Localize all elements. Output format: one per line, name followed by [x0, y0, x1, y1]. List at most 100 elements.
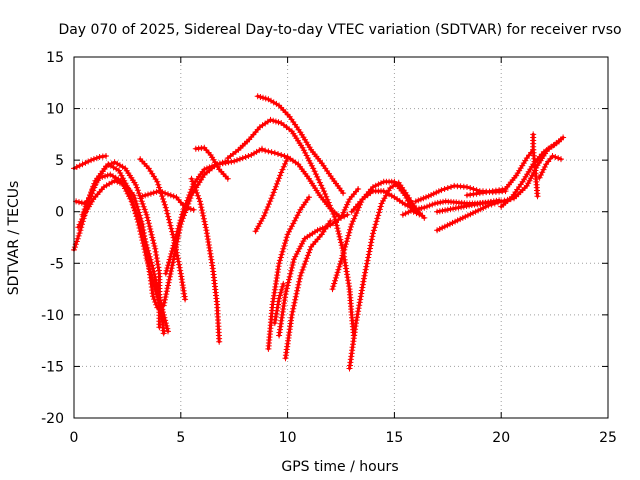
plus-marker — [197, 198, 203, 205]
plus-marker — [191, 184, 198, 191]
plus-marker — [79, 161, 86, 168]
plus-marker — [86, 194, 92, 201]
plus-marker — [245, 153, 252, 159]
plus-marker — [181, 212, 187, 219]
plus-marker — [290, 302, 297, 309]
plus-marker — [399, 211, 406, 218]
plus-marker — [363, 263, 370, 270]
plus-marker — [77, 218, 84, 225]
plus-marker — [147, 228, 154, 235]
plus-marker — [286, 273, 293, 280]
plus-marker — [174, 238, 181, 245]
plus-marker — [259, 146, 265, 153]
plus-marker — [338, 258, 344, 265]
plus-marker — [302, 258, 309, 265]
plus-marker — [75, 224, 82, 231]
plus-marker — [231, 158, 238, 165]
series-s25 — [434, 199, 494, 215]
plus-marker — [134, 187, 141, 194]
plus-marker — [375, 212, 382, 219]
y-tick-label: -15 — [41, 359, 64, 375]
plus-marker — [322, 191, 329, 197]
plus-marker — [291, 217, 298, 224]
plus-marker — [236, 156, 243, 163]
plus-marker — [296, 275, 303, 282]
plus-marker — [304, 155, 311, 162]
plus-marker — [145, 217, 151, 224]
plus-marker — [142, 192, 149, 199]
plus-marker — [133, 213, 140, 220]
plus-marker — [365, 254, 372, 261]
plus-marker — [83, 200, 90, 207]
plus-marker — [488, 201, 495, 208]
plus-marker — [407, 204, 414, 211]
plus-marker — [252, 228, 259, 235]
plus-marker — [457, 216, 464, 223]
plus-marker — [172, 244, 179, 251]
plus-marker — [268, 195, 275, 202]
plus-marker — [285, 279, 292, 286]
plus-marker — [372, 221, 379, 228]
plus-marker — [308, 162, 315, 169]
plus-marker — [345, 199, 352, 205]
plus-marker — [536, 174, 543, 181]
plus-marker — [286, 276, 292, 283]
plus-marker — [93, 155, 100, 162]
plus-marker — [482, 203, 489, 210]
series-s13 — [254, 93, 347, 197]
plus-marker — [279, 283, 286, 290]
plus-marker — [200, 212, 207, 219]
plus-marker — [177, 224, 184, 230]
plus-marker — [169, 259, 176, 266]
plus-marker — [280, 280, 287, 287]
plus-marker — [278, 251, 285, 258]
plus-marker — [125, 185, 132, 192]
plus-marker — [402, 210, 409, 217]
plus-marker — [173, 241, 180, 248]
plus-marker — [368, 236, 375, 243]
plus-marker — [193, 189, 200, 196]
plus-marker — [444, 206, 451, 213]
plus-marker — [334, 225, 341, 232]
plus-marker — [327, 218, 334, 224]
plus-marker — [372, 182, 379, 189]
plus-marker — [485, 202, 492, 209]
x-tick-label: 0 — [70, 430, 79, 446]
plus-marker — [496, 187, 503, 194]
plus-marker — [147, 190, 154, 197]
plus-marker — [139, 200, 146, 207]
plus-marker — [130, 202, 137, 209]
series-s15 — [252, 155, 291, 235]
plus-marker — [187, 206, 194, 212]
plus-marker — [316, 179, 323, 186]
plus-marker — [176, 227, 183, 233]
plus-marker — [146, 263, 152, 270]
plus-marker — [82, 203, 89, 210]
plus-marker — [152, 286, 159, 293]
plus-marker — [336, 263, 343, 270]
plus-marker — [168, 225, 175, 232]
plus-marker — [278, 152, 285, 158]
plus-marker — [353, 210, 360, 217]
plus-marker — [133, 184, 140, 191]
plus-marker — [346, 229, 353, 236]
plus-marker — [254, 93, 261, 100]
plus-marker — [410, 206, 417, 213]
plus-marker — [290, 259, 297, 266]
plus-marker — [424, 203, 430, 210]
plus-marker — [192, 187, 199, 194]
plus-marker — [281, 153, 288, 159]
plus-marker — [154, 178, 161, 185]
plus-marker — [186, 198, 193, 204]
plus-marker — [182, 209, 189, 216]
plus-marker — [276, 175, 283, 182]
plus-marker — [342, 204, 349, 211]
plus-marker — [402, 201, 409, 208]
plus-marker — [171, 253, 178, 260]
plus-marker — [76, 162, 83, 169]
plus-marker — [168, 265, 175, 272]
plus-marker — [90, 183, 97, 190]
plus-marker — [288, 223, 295, 230]
plus-marker — [198, 204, 205, 211]
